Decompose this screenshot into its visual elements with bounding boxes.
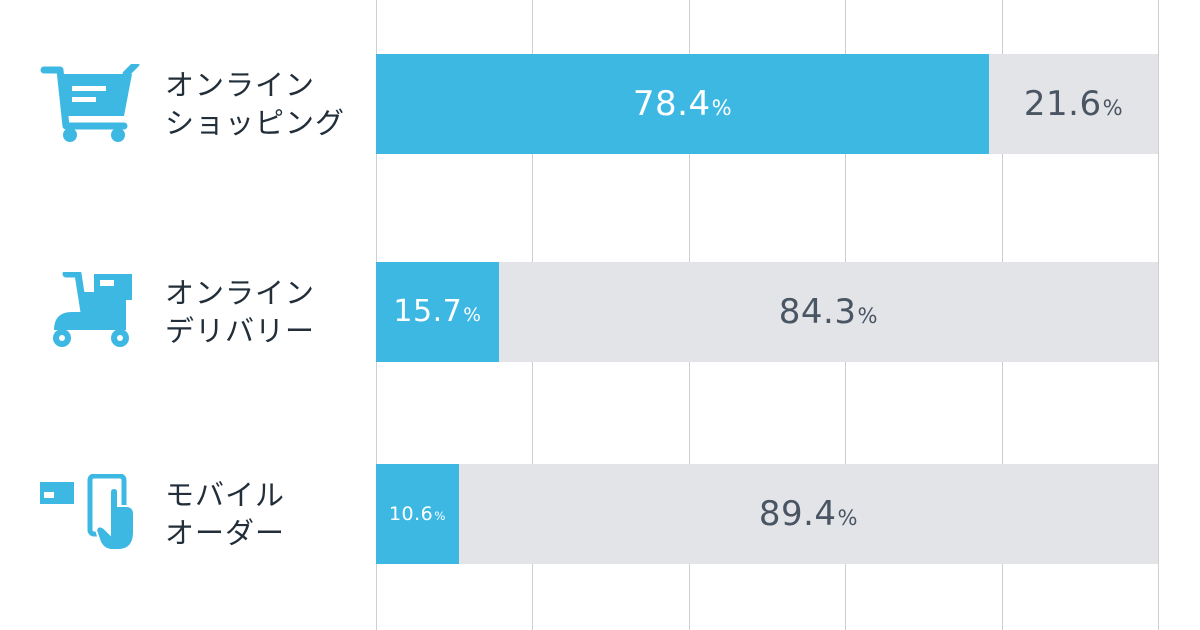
category-row: オンラインショッピング: [0, 54, 1200, 154]
bar-segment: [376, 262, 499, 362]
data-label: 15.7%: [376, 262, 499, 362]
category-label: オンラインデリバリー: [165, 274, 365, 350]
mobile-order-icon: [40, 473, 150, 554]
category-label-line2: ショッピング: [165, 106, 346, 140]
data-label-value: 10.6: [388, 503, 434, 525]
category-label: モバイル オーダー: [165, 476, 365, 552]
category-label-line2: デリバリー: [165, 314, 316, 348]
data-label-unit: %: [711, 95, 733, 120]
category-label: オンラインショッピング: [165, 66, 365, 142]
gridline: [1158, 0, 1159, 630]
bar-segment: [458, 464, 1158, 564]
data-label-unit: %: [857, 303, 878, 328]
bar-segment: [989, 54, 1158, 154]
category-label-line2: オーダー: [165, 516, 286, 550]
data-label: 10.6%: [376, 464, 459, 564]
data-label-unit: %: [434, 509, 446, 523]
data-label-value: 89.4: [758, 494, 837, 534]
data-label-unit: %: [837, 505, 859, 530]
data-label-value: 78.4: [632, 84, 711, 124]
data-label: 78.4%: [376, 54, 989, 154]
category-row: モバイル オーダー: [0, 464, 1200, 564]
data-label-unit: %: [1102, 95, 1124, 120]
category-label-line1: オンライン: [165, 68, 316, 102]
category-label-line1: オンライン: [165, 276, 316, 310]
bar-segment: [376, 464, 459, 564]
shopping-cart-icon: [40, 60, 150, 144]
data-label: 89.4%: [459, 464, 1158, 564]
bar-segment: [376, 54, 990, 154]
data-label-value: 15.7: [393, 294, 463, 329]
data-label-unit: %: [463, 305, 482, 326]
bar-segment: [498, 262, 1158, 362]
category-label-line1: モバイル: [165, 478, 286, 512]
delivery-scooter-icon: [40, 270, 150, 352]
data-label: 84.3%: [499, 262, 1158, 362]
data-label-value: 84.3: [778, 292, 857, 332]
data-label: 21.6%: [989, 54, 1158, 154]
category-row: オンラインデリバリー: [0, 262, 1200, 362]
data-label-value: 21.6: [1023, 84, 1102, 124]
